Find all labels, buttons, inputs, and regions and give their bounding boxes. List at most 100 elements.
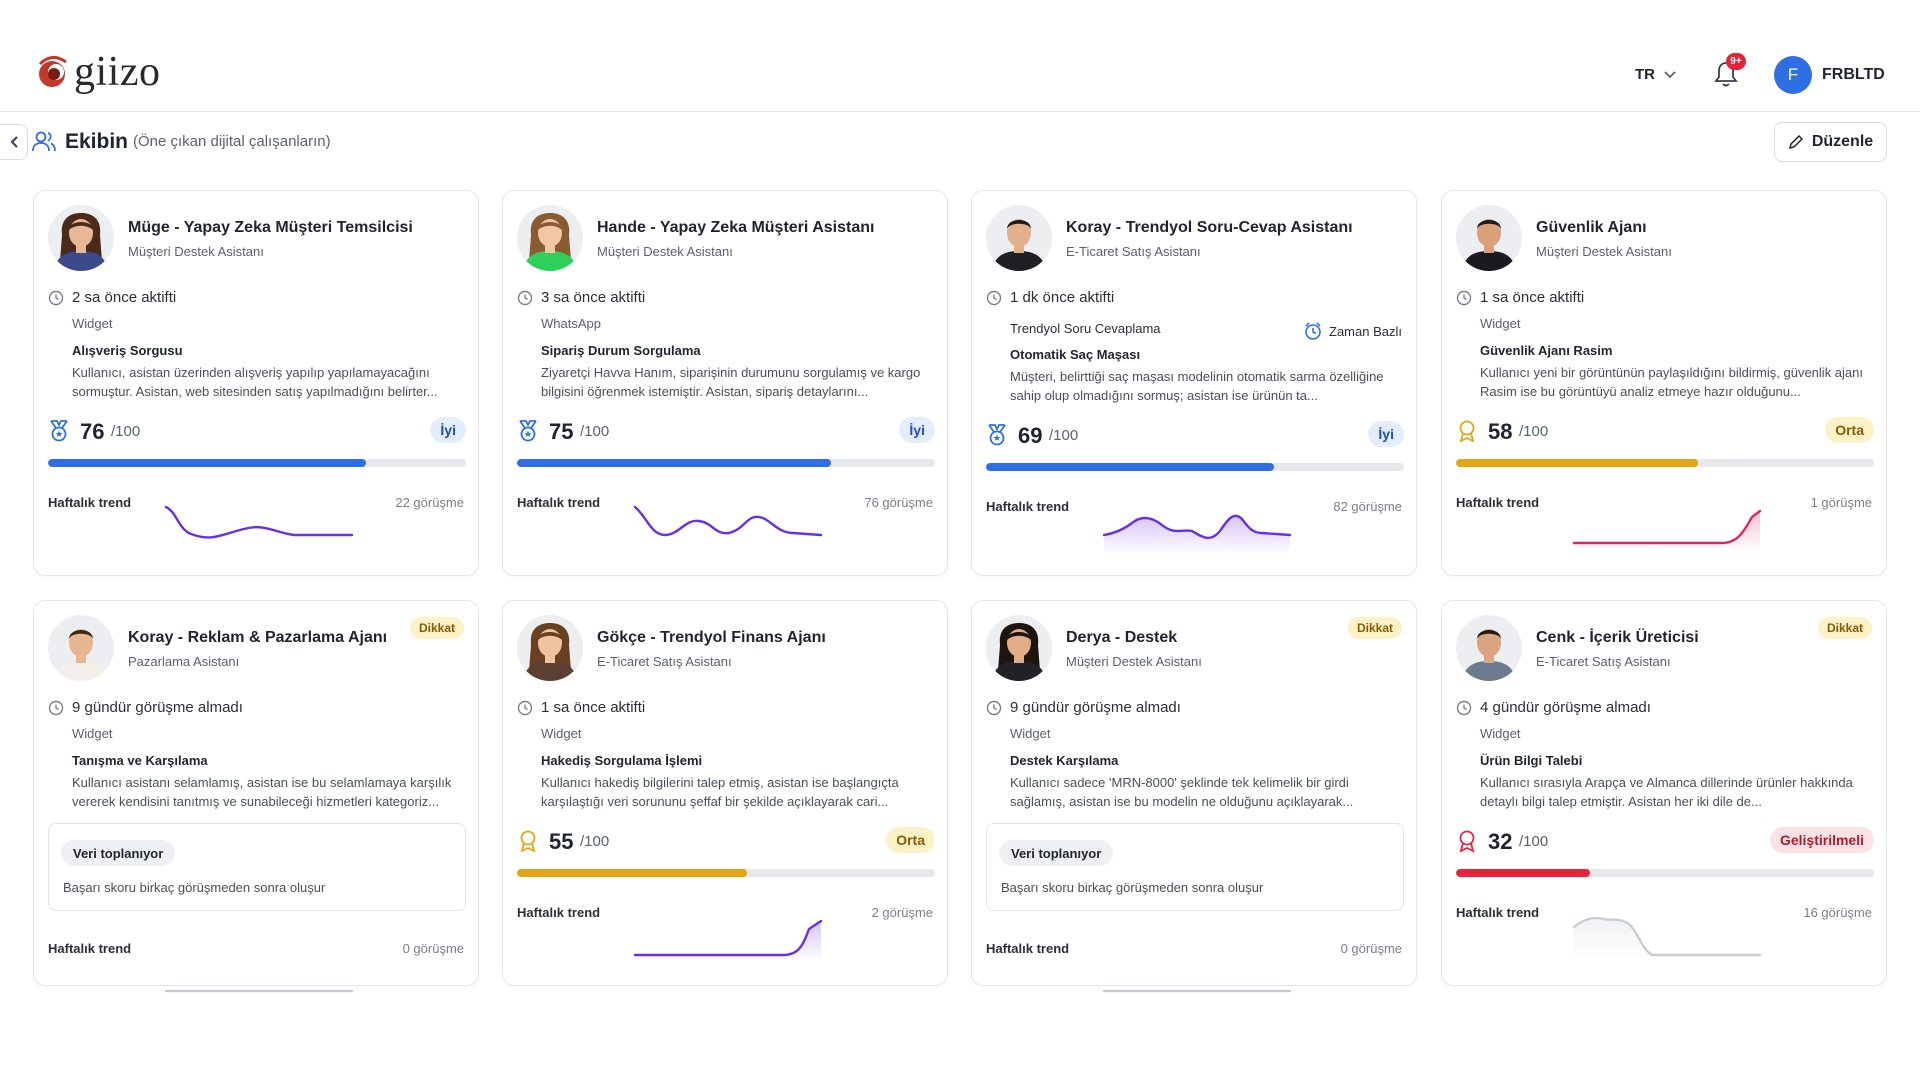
agent-name: Hande - Yapay Zeka Müşteri Asistanı — [597, 219, 875, 236]
weekly-trend-sparkline — [1102, 514, 1292, 555]
score-progress-bar — [517, 459, 935, 467]
weekly-trend-label: Haftalık trend — [517, 905, 601, 920]
clock-icon — [517, 290, 533, 305]
agent-name: Cenk - İçerik Üreticisi — [1536, 629, 1699, 646]
agent-card[interactable]: Güvenlik Ajanı Müşteri Destek Asistanı 1 s… — [1441, 190, 1887, 576]
score-row: 32/100 Geliştirilmeli — [1456, 827, 1874, 855]
clock-icon — [517, 700, 533, 715]
avatar — [986, 615, 1052, 681]
conversation-topic: Güvenlik Ajanı Rasim — [1480, 343, 1613, 358]
score-progress-fill — [517, 459, 831, 467]
avatar-image — [517, 615, 583, 681]
page-subtitle: (Öne çıkan dijital çalışanların) — [133, 133, 331, 150]
conversation-count: 0 görüşme — [402, 941, 464, 956]
score-progress-fill — [517, 869, 747, 877]
agent-role: Müşteri Destek Asistanı — [1536, 244, 1672, 259]
activity-text: 4 gündür görüşme almadı — [1480, 699, 1651, 716]
agent-name: Müge - Yapay Zeka Müşteri Temsilcisi — [128, 219, 413, 236]
score-max: /100 — [580, 423, 610, 440]
weekly-trend-label: Haftalık trend — [986, 941, 1070, 956]
weekly-trend-sparkline — [633, 919, 823, 961]
conversation-summary: Müşteri, belirttiği saç maşası modelinin… — [1010, 369, 1384, 403]
conversation-topic: Hakediş Sorgulama İşlemi — [541, 753, 703, 768]
avatar — [48, 615, 114, 681]
attention-badge: Dikkat — [409, 617, 464, 639]
activity-text: 1 dk önce aktifti — [1010, 289, 1115, 306]
agent-card[interactable]: Koray - Reklam & Pazarlama Ajanı Pazarlam… — [33, 600, 479, 993]
avatar-image — [1456, 205, 1522, 271]
brand-logo[interactable]: giizo — [32, 50, 160, 94]
score-row: 55/100 Orta — [517, 827, 935, 855]
clock-icon — [48, 290, 64, 305]
agent-role: Müşteri Destek Asistanı — [1066, 654, 1202, 669]
avatar — [1456, 205, 1522, 271]
award-icon — [520, 830, 536, 853]
weekly-trend-label: Haftalık trend — [986, 499, 1070, 514]
chevron-down-icon — [1664, 70, 1676, 78]
edit-button[interactable]: Düzenle — [1774, 122, 1887, 162]
grade-badge: İyi — [430, 417, 466, 443]
collecting-data-badge: Veri toplanıyor — [999, 840, 1114, 866]
agent-card[interactable]: Gökçe - Trendyol Finans Ajanı E-Ticaret S… — [502, 600, 948, 986]
activity-text: 3 sa önce aktifti — [541, 289, 646, 306]
grade-badge: İyi — [1368, 421, 1404, 447]
weekly-trend-label: Haftalık trend — [517, 495, 601, 510]
notification-badge: 9+ — [1726, 53, 1746, 70]
score-progress-bar — [986, 463, 1404, 471]
language-selector[interactable]: TR — [1635, 66, 1677, 83]
avatar-image — [48, 205, 114, 271]
score-value: 58 — [1488, 419, 1513, 444]
agent-name: Koray - Trendyol Soru-Cevap Asistanı — [1066, 219, 1353, 236]
agent-card[interactable]: Hande - Yapay Zeka Müşteri Asistanı Müşte… — [502, 190, 948, 576]
agent-card[interactable]: Müge - Yapay Zeka Müşteri Temsilcisi Müşt… — [33, 190, 479, 576]
activity-status: 9 gündür görüşme almadı — [986, 699, 1181, 716]
conversation-topic: Ürün Bilgi Talebi — [1480, 753, 1583, 768]
conversation-count: 16 görüşme — [1803, 905, 1872, 920]
back-button[interactable] — [0, 124, 28, 160]
agent-card[interactable]: Cenk - İçerik Üreticisi E-Ticaret Satış A… — [1441, 600, 1887, 986]
weekly-trend-label: Haftalık trend — [1456, 495, 1540, 510]
agent-role: E-Ticaret Satış Asistanı — [1066, 244, 1201, 259]
clock-icon — [986, 290, 1002, 305]
agent-role: E-Ticaret Satış Asistanı — [597, 654, 732, 669]
avatar — [517, 615, 583, 681]
score-progress-bar — [48, 459, 466, 467]
page-title: Ekibin — [65, 130, 129, 153]
avatar-image — [986, 615, 1052, 681]
medal-icon — [988, 424, 1006, 446]
team-icon — [32, 131, 56, 152]
grade-badge: Orta — [886, 827, 935, 853]
conversation-topic: Sipariş Durum Sorgulama — [541, 343, 701, 358]
activity-status: 1 dk önce aktifti — [986, 289, 1114, 306]
time-based-tag: Zaman Bazlı — [1303, 321, 1402, 341]
agent-role: E-Ticaret Satış Asistanı — [1536, 654, 1671, 669]
conversation-summary: Kullanıcı yeni bir görüntünün paylaşıldı… — [1480, 365, 1863, 399]
conversation-topic: Otomatik Saç Maşası — [1010, 347, 1141, 362]
score-max: /100 — [1049, 427, 1079, 444]
conversation-count: 76 görüşme — [864, 495, 933, 510]
edit-button-label: Düzenle — [1811, 133, 1874, 150]
conversation-count: 82 görüşme — [1333, 499, 1402, 514]
weekly-trend-sparkline — [1102, 989, 1292, 993]
agent-name: Koray - Reklam & Pazarlama Ajanı — [128, 629, 388, 646]
weekly-trend-sparkline — [1572, 509, 1762, 551]
avatar-image — [517, 205, 583, 271]
agent-card[interactable]: Koray - Trendyol Soru-Cevap Asistanı E-Ti… — [971, 190, 1417, 576]
activity-status: 3 sa önce aktifti — [517, 289, 645, 306]
chevron-left-icon — [10, 136, 18, 148]
conversation-count: 1 görüşme — [1810, 495, 1872, 510]
score-value: 75 — [549, 419, 574, 444]
user-avatar[interactable]: F — [1774, 56, 1812, 94]
attention-badge: Dikkat — [1817, 617, 1872, 639]
user-name[interactable]: FRBLTD — [1822, 66, 1885, 83]
channel-label: Widget — [72, 316, 113, 331]
attention-badge: Dikkat — [1347, 617, 1402, 639]
collecting-data-note: Başarı skoru birkaç görüşmeden sonra olu… — [63, 880, 326, 895]
weekly-trend-sparkline — [164, 505, 354, 539]
clock-icon — [986, 700, 1002, 715]
agent-card[interactable]: Derya - Destek Müşteri Destek Asistanı Dik… — [971, 600, 1417, 993]
score-progress-bar — [1456, 869, 1874, 877]
score-progress-bar — [1456, 459, 1874, 467]
channel-label: Widget — [72, 726, 113, 741]
channel-label: Widget — [1010, 726, 1051, 741]
